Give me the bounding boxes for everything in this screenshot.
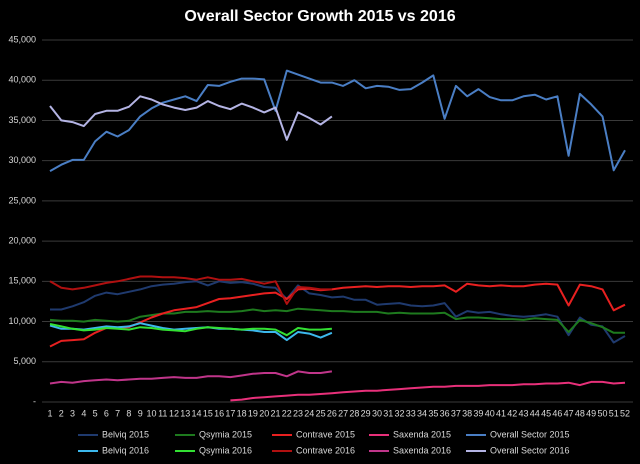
- y-tick-label: 20,000: [8, 235, 36, 245]
- y-tick-label: 45,000: [8, 34, 36, 44]
- legend-label: Overall Sector 2016: [490, 445, 570, 455]
- x-tick-label: 21: [270, 408, 280, 418]
- x-tick-label: 22: [282, 408, 292, 418]
- legend-label: Saxenda 2015: [393, 429, 451, 439]
- y-tick-label: 5,000: [13, 356, 36, 366]
- x-tick-label: 51: [609, 408, 619, 418]
- x-tick-label: 46: [552, 408, 562, 418]
- x-tick-label: 6: [104, 408, 109, 418]
- x-tick-label: 16: [214, 408, 224, 418]
- series-line: [49, 275, 332, 305]
- series-line: [49, 323, 332, 337]
- chart-title: Overall Sector Growth 2015 vs 2016: [184, 8, 455, 25]
- legend-label: Qsymia 2015: [199, 429, 252, 439]
- y-tick-label: 30,000: [8, 155, 36, 165]
- x-tick-label: 17: [225, 408, 235, 418]
- x-tick-label: 8: [126, 408, 131, 418]
- x-tick-label: 23: [293, 408, 303, 418]
- x-tick-label: 32: [395, 408, 405, 418]
- legend-label: Contrave 2015: [296, 429, 355, 439]
- series-line: [50, 280, 626, 344]
- x-tick-label: 42: [507, 408, 517, 418]
- x-tick-label: 3: [70, 408, 75, 418]
- series-line: [230, 380, 626, 402]
- x-tick-label: 49: [586, 408, 596, 418]
- x-tick-label: 12: [169, 408, 179, 418]
- legend-label: Overall Sector 2015: [490, 429, 570, 439]
- series-line: [49, 95, 333, 141]
- legend-label: Belviq 2016: [102, 445, 149, 455]
- x-tick-label: 11: [158, 408, 167, 418]
- x-tick-label: 31: [383, 408, 393, 418]
- x-tick-label: 45: [541, 408, 551, 418]
- x-tick-label: 13: [180, 408, 190, 418]
- x-tick-label: 48: [575, 408, 585, 418]
- x-tick-label: 37: [451, 408, 461, 418]
- x-tick-label: 35: [428, 408, 438, 418]
- x-tick-label: 14: [192, 408, 202, 418]
- x-tick-label: 43: [519, 408, 529, 418]
- x-tick-label: 50: [597, 408, 607, 418]
- x-tick-label: 4: [81, 408, 86, 418]
- y-tick-label: 40,000: [8, 75, 36, 85]
- legend-label: Contrave 2016: [296, 445, 355, 455]
- y-tick-label: 25,000: [8, 195, 36, 205]
- x-tick-label: 28: [349, 408, 359, 418]
- x-tick-label: 5: [93, 408, 98, 418]
- x-tick-label: 18: [237, 408, 247, 418]
- y-tick-label: -: [33, 396, 36, 406]
- x-tick-label: 10: [146, 408, 156, 418]
- x-tick-label: 26: [327, 408, 337, 418]
- legend-label: Saxenda 2016: [393, 445, 451, 455]
- series-line: [49, 282, 626, 348]
- series-line: [49, 69, 626, 172]
- x-tick-label: 39: [473, 408, 483, 418]
- legend-label: Qsymia 2016: [199, 445, 252, 455]
- x-tick-label: 41: [496, 408, 506, 418]
- x-tick-label: 24: [304, 408, 314, 418]
- x-tick-label: 36: [440, 408, 450, 418]
- series-line: [49, 307, 625, 334]
- x-tick-label: 44: [530, 408, 540, 418]
- x-tick-label: 1: [47, 408, 52, 418]
- x-tick-label: 19: [248, 408, 258, 418]
- x-tick-label: 33: [406, 408, 416, 418]
- x-tick-label: 15: [203, 408, 213, 418]
- series-line: [49, 322, 333, 342]
- x-tick-label: 29: [361, 408, 371, 418]
- x-tick-label: 25: [316, 408, 326, 418]
- x-tick-label: 34: [417, 408, 427, 418]
- x-tick-label: 2: [59, 408, 64, 418]
- legend-label: Belviq 2015: [102, 429, 149, 439]
- x-tick-label: 38: [462, 408, 472, 418]
- x-tick-label: 30: [372, 408, 382, 418]
- y-tick-label: 10,000: [8, 316, 36, 326]
- x-tick-label: 52: [620, 408, 630, 418]
- x-tick-label: 20: [259, 408, 269, 418]
- x-tick-label: 7: [115, 408, 120, 418]
- x-tick-label: 40: [485, 408, 495, 418]
- x-tick-label: 27: [338, 408, 348, 418]
- series-line: [49, 370, 333, 385]
- x-tick-label: 47: [564, 408, 574, 418]
- x-tick-label: 9: [138, 408, 143, 418]
- y-tick-label: 35,000: [8, 115, 36, 125]
- y-tick-label: 15,000: [8, 276, 36, 286]
